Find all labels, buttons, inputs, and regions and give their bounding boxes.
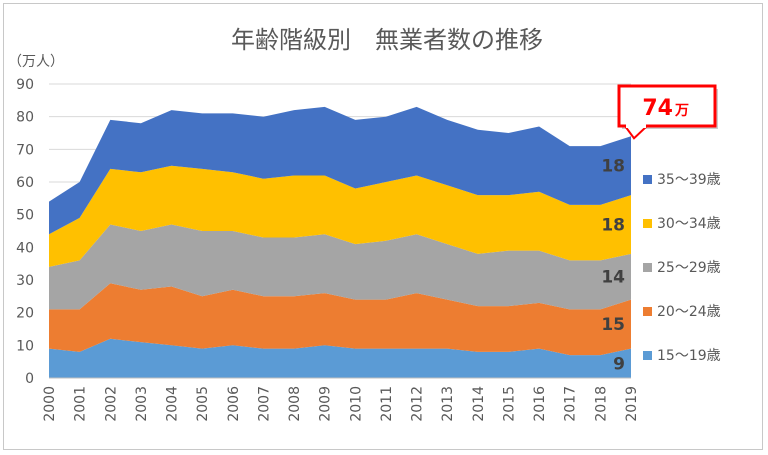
x-tick-label: 2003 (134, 386, 150, 422)
x-tick-label: 2005 (195, 386, 211, 422)
end-value-label: 18 (601, 215, 625, 235)
y-axis-unit: （万人） (8, 54, 64, 70)
chart-title: 年齢階級別 無業者数の推移 (231, 26, 543, 54)
y-tick-label: 30 (16, 273, 34, 289)
x-tick-label: 2019 (624, 386, 640, 422)
x-tick-label: 2002 (103, 386, 119, 422)
x-tick-label: 2010 (348, 386, 364, 422)
y-tick-label: 0 (25, 371, 34, 387)
x-tick-label: 2018 (593, 386, 609, 422)
x-tick-label: 2013 (440, 386, 456, 422)
total-callout: 74 万 (617, 84, 718, 140)
x-tick-label: 2014 (471, 386, 487, 422)
end-value-label: 14 (601, 268, 625, 288)
callout-box (617, 84, 717, 128)
y-tick-label: 90 (16, 77, 34, 93)
chart: 年齢階級別 無業者数の推移 （万人） 0 10 20 30 40 50 60 70 80 90 20… (8, 26, 721, 422)
callout-value: 74 (642, 96, 673, 121)
x-tick-label: 2000 (42, 386, 58, 422)
legend-label: 25～29歳 (657, 260, 721, 276)
x-tick-label: 2001 (73, 386, 89, 422)
x-tick-label: 2015 (501, 386, 517, 422)
callout-joint (626, 124, 646, 128)
x-tick-label: 2004 (165, 386, 181, 422)
axes: 0 10 20 30 40 50 60 70 80 90 2000 2001 2002 2003 2004 2… (16, 77, 640, 422)
chart-frame: 年齢階級別 無業者数の推移 （万人） 0 10 20 30 40 50 60 70 80 90 20… (3, 3, 763, 450)
y-tick-label: 20 (16, 306, 34, 322)
callout-unit: 万 (674, 103, 689, 119)
legend-label: 15～19歳 (657, 348, 721, 364)
legend-swatch (643, 307, 652, 316)
legend-swatch (643, 351, 652, 360)
end-value-labels: 9 15 14 18 18 (601, 157, 625, 375)
legend-swatch (643, 175, 652, 184)
x-tick-label: 2007 (256, 386, 272, 422)
end-value-label: 15 (601, 315, 625, 335)
legend-label: 20～24歳 (657, 304, 721, 320)
legend-swatch (643, 219, 652, 228)
end-value-label: 9 (613, 354, 625, 374)
legend: 35～39歳 30～34歳 25～29歳 20～24歳 15～19歳 (643, 172, 721, 364)
x-tick-label: 2016 (532, 386, 548, 422)
area-series (49, 165, 631, 267)
x-tick-label: 2006 (226, 386, 242, 422)
area-series (49, 224, 631, 310)
y-tick-label: 60 (16, 175, 34, 191)
x-tick-label: 2017 (563, 386, 579, 422)
stacked-areas (49, 106, 631, 378)
x-tick-label: 2009 (318, 386, 334, 422)
area-series (49, 338, 631, 378)
legend-label: 30～34歳 (657, 216, 721, 232)
y-tick-label: 50 (16, 208, 34, 224)
area-series (49, 283, 631, 356)
y-tick-label: 10 (16, 338, 34, 354)
x-tick-label: 2011 (379, 386, 395, 422)
area-series (49, 106, 631, 235)
legend-label: 35～39歳 (657, 172, 721, 188)
x-tick-label: 2012 (410, 386, 426, 422)
x-tick-label: 2008 (287, 386, 303, 422)
legend-swatch (643, 263, 652, 272)
y-tick-label: 80 (16, 110, 34, 126)
y-tick-label: 70 (16, 142, 34, 158)
y-tick-label: 40 (16, 240, 34, 256)
end-value-label: 18 (601, 157, 625, 177)
